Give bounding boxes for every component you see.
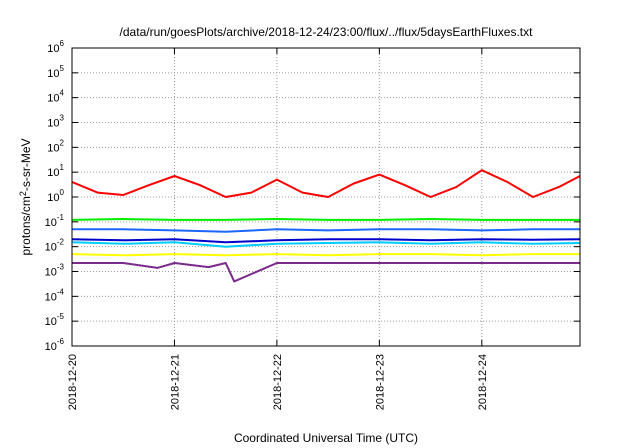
grid-lines [71,47,580,347]
y-tick-label: 101 [47,163,64,179]
series-line [71,253,580,257]
x-tick-labels: 2018-12-20 2018-12-21 2018-12-22 2018-12-23… [67,354,489,410]
y-tick-label: 10-4 [45,287,65,303]
y-tick-label: 10-1 [45,213,65,229]
x-tick-label: 2018-12-24 [477,354,489,410]
series-line [71,169,581,198]
y-axis-label: protons/cm2-s-sr-MeV [18,138,33,255]
series-line [71,218,580,221]
y-tick-label: 10-2 [45,238,65,254]
series-line [71,241,581,248]
y-tick-label: 102 [47,138,64,154]
series-lines [71,169,581,283]
y-tick-label: 106 [47,39,64,55]
x-axis-label: Coordinated Universal Time (UTC) [234,431,418,445]
y-tick-label: 103 [47,114,64,130]
series-line [72,228,580,233]
x-tick-label: 2018-12-22 [272,354,284,410]
y-tick-label: 10-5 [45,312,65,328]
y-tick-label: 105 [47,64,64,80]
y-tick-label: 10-3 [45,263,65,279]
x-tick-label: 2018-12-20 [67,354,79,410]
y-tick-label: 100 [47,188,64,204]
chart-title: /data/run/goesPlots/archive/2018-12-24/2… [120,25,534,39]
x-tick-label: 2018-12-23 [374,354,386,410]
y-tick-label: 10-6 [45,337,65,353]
series-line [72,262,580,283]
series-line [71,238,581,244]
plot-frame [71,47,581,347]
y-tick-label: 104 [47,89,64,105]
x-tick-label: 2018-12-21 [169,354,181,410]
y-tick-labels: 10-6 10-5 10-4 10-3 10-2 10-1 100 101 102 103 104 1… [45,39,65,353]
